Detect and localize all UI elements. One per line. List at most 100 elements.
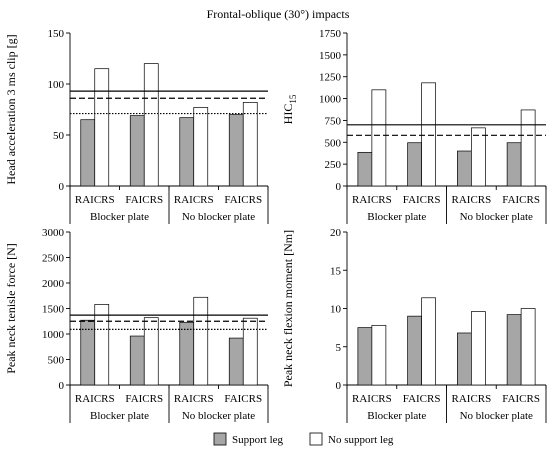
bar-support-leg [228,114,244,187]
group-label: No blocker plate [460,211,533,223]
legend-swatch-no-support-leg [309,432,323,446]
bar-no-support-leg [242,317,258,386]
y-tick-label: 1000 [42,329,65,341]
category-label: FAICRS [403,194,441,206]
chart-panel-4: 0 5 10 15 20 RAICRS FAICRS RAICRS FAICRS Blocker … [281,227,547,423]
bar-no-support-leg [520,308,536,386]
category-label: FAICRS [224,194,262,206]
category-label: RAICRS [352,194,392,206]
bar-support-leg [179,117,195,187]
y-tick-label: 100 [48,79,65,91]
category-label: FAICRS [224,393,262,405]
bar-no-support-leg [242,102,258,187]
category-label: FAICRS [403,393,441,405]
bar-support-leg [129,335,145,386]
bar-no-support-leg [520,109,536,187]
y-axis-label: Peak neck tenisle force [N] [4,243,18,374]
group-label: No blocker plate [460,410,533,422]
bar-support-leg [506,314,522,386]
category-label: FAICRS [502,194,540,206]
y-tick-label: 250 [325,159,342,171]
chart-panel-3: 0 500 1000 1500 2000 2500 3000 RAICRS FAICRS RAIC… [4,227,269,423]
category-label: FAICRS [502,393,540,405]
bar-no-support-leg [193,107,209,187]
legend-label-support-leg: Support leg [232,434,284,446]
y-axis-label-text: HIC [281,104,295,125]
y-tick-label: 1500 [42,304,65,316]
bar-support-leg [357,327,373,386]
bar-support-leg [457,150,472,187]
bar-support-leg [129,115,145,187]
group-label: Blocker plate [367,211,426,223]
bar-support-leg [179,321,195,386]
bar-no-support-leg [421,297,436,386]
category-label: RAICRS [174,194,214,206]
y-tick-label: 3000 [42,227,65,239]
legend: Support leg No support leg [213,432,394,446]
y-tick-label: 0 [336,380,342,392]
y-tick-label: 2500 [42,253,65,265]
y-tick-label: 500 [48,355,65,367]
y-axis-label: Peak neck flexion moment [Nm] [281,230,295,387]
category-label: RAICRS [352,393,392,405]
bar-no-support-leg [143,63,159,187]
group-label: No blocker plate [182,211,255,223]
y-tick-label: 1250 [319,72,342,84]
category-label: RAICRS [75,393,115,405]
bar-support-leg [80,119,96,187]
y-tick-label: 1500 [319,50,342,62]
category-label: FAICRS [125,393,163,405]
bar-support-leg [357,151,373,187]
legend-label-no-support-leg: No support leg [328,434,394,446]
y-tick-label: 5 [336,342,342,354]
bar-no-support-leg [371,89,387,187]
chart-panel-1: 0 50 100 150 RAICRS FAICRS RAICRS FAICRS Blocker… [4,28,269,224]
y-axis-label: Head acceleration 3 ms clip [g] [4,34,18,184]
category-label: FAICRS [125,194,163,206]
bar-support-leg [407,315,422,386]
group-label: No blocker plate [182,410,255,422]
y-tick-label: 1000 [319,94,342,106]
bar-no-support-leg [143,317,159,386]
bar-no-support-leg [471,127,486,187]
bar-support-leg [228,337,244,386]
y-tick-label: 2000 [42,278,65,290]
bar-support-leg [506,142,522,187]
bar-support-leg [457,332,472,386]
bar-support-leg [407,142,422,187]
category-label: RAICRS [75,194,115,206]
y-tick-label: 750 [325,115,342,127]
category-label: RAICRS [452,194,492,206]
bar-no-support-leg [371,324,387,386]
y-tick-label: 20 [330,227,342,239]
bar-no-support-leg [471,311,486,386]
bar-no-support-leg [94,68,110,187]
chart-panel-2: 0 250 500 750 1000 1250 1500 1750 RAICRS FAICRS RA… [281,28,547,224]
category-label: RAICRS [452,393,492,405]
group-label: Blocker plate [90,410,149,422]
y-axis-label: HIC15 [281,94,298,124]
legend-swatch-support-leg [213,432,227,446]
group-label: Blocker plate [367,410,426,422]
bar-no-support-leg [193,296,209,386]
y-tick-label: 50 [53,130,65,142]
figure-title: Frontal-oblique (30°) impacts [207,7,350,21]
bar-no-support-leg [421,82,436,187]
y-tick-label: 1750 [319,28,342,40]
y-tick-label: 150 [48,28,65,40]
y-tick-label: 10 [330,304,342,316]
bar-no-support-leg [94,304,110,386]
y-tick-label: 0 [336,181,342,193]
y-tick-label: 15 [330,265,342,277]
y-axis-label-text: Head acceleration 3 ms clip [g] [4,34,18,184]
category-label: RAICRS [174,393,214,405]
y-tick-label: 0 [59,380,65,392]
y-tick-label: 500 [325,137,342,149]
y-axis-label-text: Peak neck tenisle force [N] [4,243,18,374]
y-axis-label-subscript: 15 [288,94,298,104]
y-tick-label: 0 [59,181,65,193]
group-label: Blocker plate [90,211,149,223]
y-axis-label-text: Peak neck flexion moment [Nm] [281,230,295,387]
